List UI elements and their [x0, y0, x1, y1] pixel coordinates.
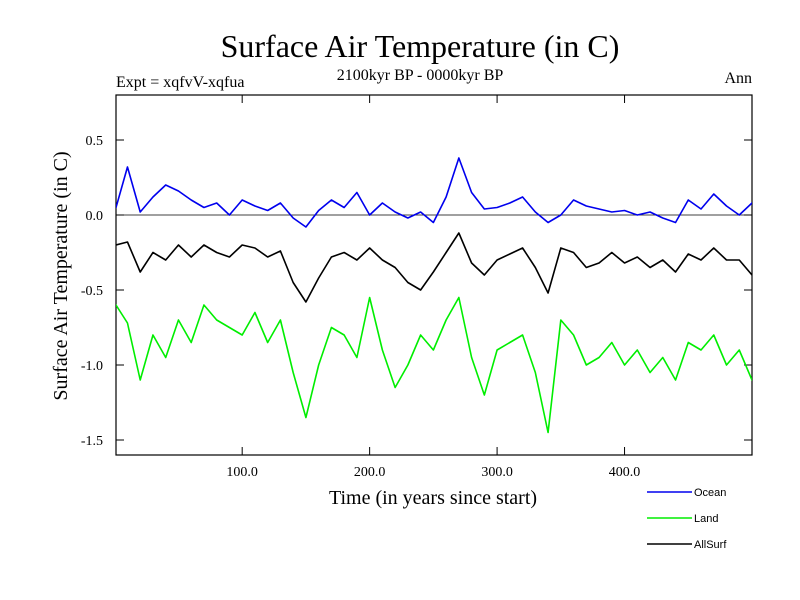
series-line-ocean: [116, 157, 752, 228]
y-axis-label: Surface Air Temperature (in C): [50, 151, 72, 400]
x-tick-label-300-0: 300.0: [481, 465, 513, 480]
legend-label-ocean: Ocean: [694, 487, 726, 499]
y-tick-label-0-0: 0.0: [86, 209, 104, 224]
y-tick-label-0-5: 0.5: [86, 134, 104, 149]
x-tick-label-100-0: 100.0: [226, 465, 258, 480]
plot-area: 100.0 200.0 300.0 400.0 0.5 0.0 -0.5 -1.0 -1.5: [81, 94, 753, 480]
series-line-land: [116, 296, 752, 434]
time-range-label: 2100kyr BP - 0000kyr BP: [337, 67, 504, 84]
season-label: Ann: [724, 70, 752, 87]
x-axis-label: Time (in years since start): [329, 487, 537, 509]
y-tick-label-1-5: -1.5: [81, 434, 103, 449]
legend: Ocean Land AllSurf: [647, 487, 727, 551]
y-tick-label-1-0: -1.0: [81, 359, 103, 374]
x-tick-label-200-0: 200.0: [354, 465, 386, 480]
experiment-label: Expt = xqfvV-xqfua: [116, 74, 244, 91]
y-tick-label-0-5: -0.5: [81, 284, 103, 299]
chart-title: Surface Air Temperature (in C): [221, 28, 620, 64]
x-tick-label-400-0: 400.0: [609, 465, 641, 480]
series-line-allsurf: [116, 232, 752, 303]
series-lines: [116, 157, 752, 434]
legend-label-allsurf: AllSurf: [694, 539, 727, 551]
legend-label-land: Land: [694, 513, 718, 525]
